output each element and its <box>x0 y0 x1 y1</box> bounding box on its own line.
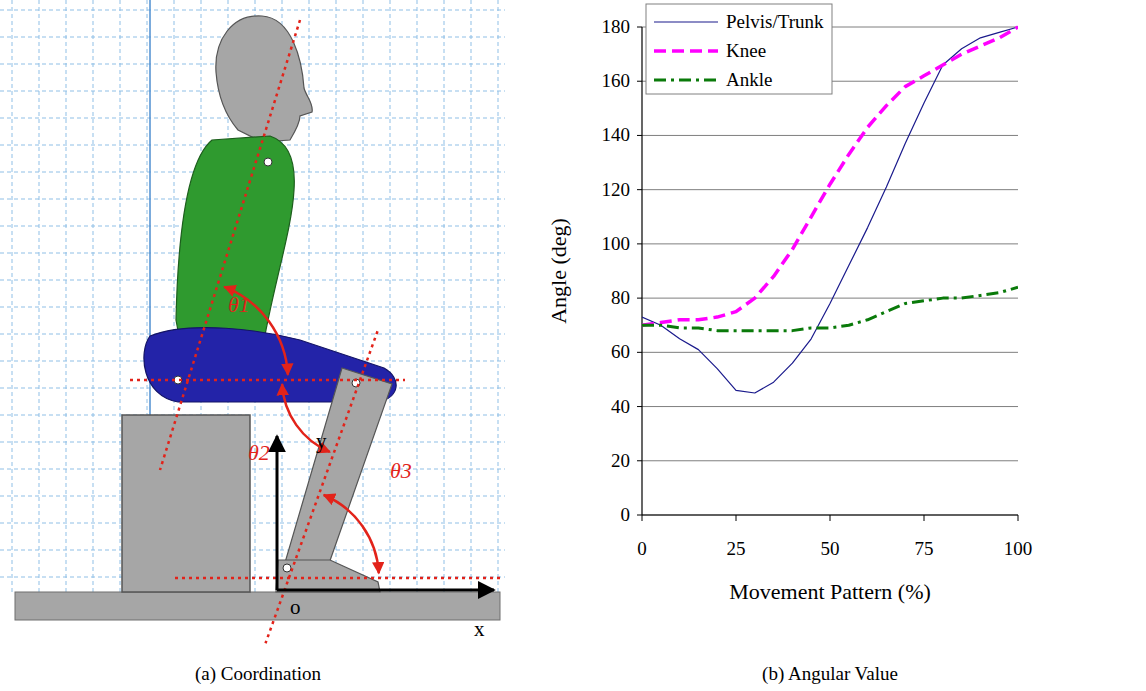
foot <box>276 560 380 592</box>
grid-line <box>0 415 505 416</box>
y-tick <box>637 406 642 407</box>
diagram: θ1 θ2 θ3 y o x (a) Coordination <box>0 0 505 685</box>
x-tick <box>736 515 737 521</box>
y-tick <box>637 81 642 82</box>
reference-axis <box>160 20 300 470</box>
x-tick-label: 25 <box>727 538 746 559</box>
x-arrow <box>277 589 494 592</box>
x-axis <box>642 514 1018 515</box>
y-tick <box>637 135 642 136</box>
x-axis-title: Movement Pattern (%) <box>729 579 931 604</box>
trunk <box>176 136 294 352</box>
x-tick <box>642 515 643 521</box>
y-tick <box>637 460 642 461</box>
joint <box>283 564 291 572</box>
grid-line <box>390 0 391 592</box>
x-tick <box>924 515 925 521</box>
grid-line <box>0 550 505 551</box>
joint <box>264 158 272 166</box>
axis-label: o <box>290 595 301 619</box>
axis-label: y <box>316 429 327 453</box>
caption: (a) Coordination <box>195 663 322 685</box>
y-tick <box>637 189 642 190</box>
x-tick-label: 0 <box>637 538 647 559</box>
grid-line <box>66 0 67 592</box>
chart-title: (b) Angular Value <box>762 663 898 685</box>
angle-label: θ3 <box>390 458 412 483</box>
grid-line <box>0 496 505 497</box>
y-tick-label: 0 <box>621 504 631 525</box>
grid-line <box>0 469 505 470</box>
reference-axis <box>130 379 405 382</box>
legend-swatch <box>654 79 718 82</box>
grid-line <box>642 135 1018 136</box>
grid-line <box>642 352 1018 353</box>
y-tick <box>637 27 642 28</box>
angle-label: θ2 <box>248 440 270 465</box>
y-arrow <box>276 436 279 590</box>
legend-box <box>646 4 832 94</box>
legend: Pelvis/Trunk Knee Ankle <box>646 4 832 94</box>
reference-axis <box>266 331 378 643</box>
grid-line <box>0 10 505 11</box>
y-tick-label: 140 <box>602 124 631 145</box>
y-tick-label: 20 <box>611 450 630 471</box>
grid-line <box>498 0 499 592</box>
grid-line <box>0 577 505 578</box>
grid-line <box>417 0 418 592</box>
y-axis-title: Angle (deg) <box>546 218 571 324</box>
x-tick-label: 75 <box>915 538 934 559</box>
reference-axis <box>175 577 500 580</box>
grid-line <box>120 0 121 592</box>
y-tick <box>637 352 642 353</box>
grid-line <box>642 298 1018 299</box>
shank <box>284 368 392 572</box>
x-tick-label: 50 <box>821 538 840 559</box>
grid-line <box>363 0 364 592</box>
y-tick-label: 160 <box>602 70 631 91</box>
grid-line <box>642 515 1018 516</box>
legend-swatch <box>654 49 718 53</box>
angle-label: θ1 <box>228 292 250 317</box>
y-tick-label: 120 <box>602 179 631 200</box>
y-tick <box>637 515 642 516</box>
grid-line <box>642 189 1018 190</box>
angle-arc <box>224 287 288 375</box>
y-axis <box>641 27 642 515</box>
x-tick-label: 100 <box>1004 538 1033 559</box>
legend-swatch <box>654 21 718 22</box>
y-tick-label: 100 <box>602 233 631 254</box>
grid-line <box>642 406 1018 407</box>
legend-label: Pelvis/Trunk <box>726 11 824 32</box>
grid-line <box>642 460 1018 461</box>
x-tick <box>1018 515 1019 521</box>
floor <box>15 592 500 620</box>
grid-line <box>642 243 1018 244</box>
grid-line <box>39 0 40 592</box>
grid-line <box>471 0 472 592</box>
axis-label: x <box>474 617 485 641</box>
grid-line <box>93 0 94 592</box>
y-tick <box>637 243 642 244</box>
angle-arc <box>324 495 379 573</box>
grid-line <box>0 523 505 524</box>
grid-line <box>12 0 13 592</box>
legend-label: Knee <box>726 40 766 61</box>
y-tick-label: 40 <box>611 396 630 417</box>
y-tick-label: 180 <box>602 16 631 37</box>
head <box>216 16 312 142</box>
page: θ1 θ2 θ3 y o x (a) Coordination 0 20 40 60 80 100 120… <box>0 0 1146 691</box>
y-tick <box>637 298 642 299</box>
y-tick-label: 80 <box>611 287 630 308</box>
x-tick <box>830 515 831 521</box>
background-grid <box>0 0 505 592</box>
grid-line <box>444 0 445 592</box>
series-line <box>642 287 1018 330</box>
y-tick-label: 60 <box>611 341 630 362</box>
legend-label: Ankle <box>726 69 772 90</box>
chair <box>122 415 250 592</box>
chart: 0 20 40 60 80 100 120 140 160 180 0 25 50 75 100 Moveme… <box>546 4 1032 685</box>
